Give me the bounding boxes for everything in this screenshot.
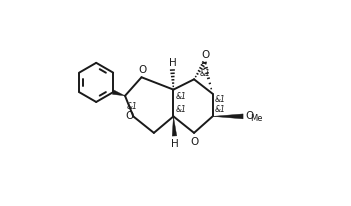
Text: O: O [125, 111, 134, 121]
Text: &1: &1 [176, 92, 187, 101]
Text: &1: &1 [215, 105, 225, 114]
Polygon shape [213, 114, 243, 119]
Text: O: O [201, 50, 210, 60]
Text: Me: Me [250, 114, 263, 123]
Text: O: O [138, 65, 147, 75]
Text: O: O [190, 137, 198, 147]
Text: H: H [171, 139, 178, 149]
Text: O: O [245, 111, 253, 121]
Text: &1: &1 [127, 102, 138, 111]
Text: &1: &1 [215, 95, 225, 104]
Text: &1: &1 [199, 69, 210, 78]
Polygon shape [112, 90, 125, 96]
Polygon shape [172, 116, 177, 136]
Text: H: H [168, 57, 176, 68]
Text: &1: &1 [176, 105, 186, 114]
